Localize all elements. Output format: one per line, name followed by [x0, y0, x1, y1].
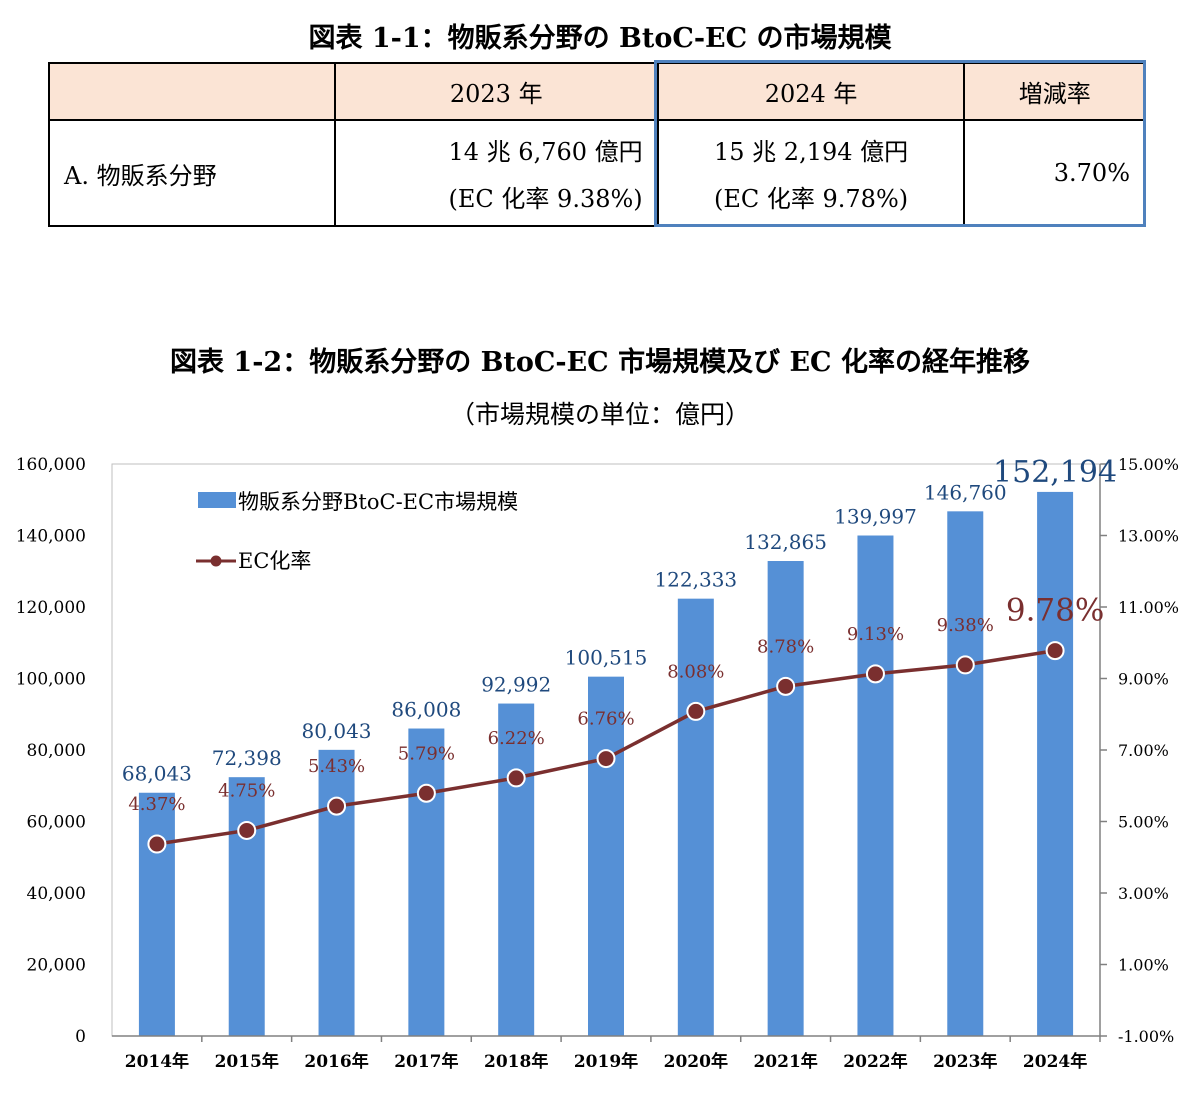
cell-2024: 15 兆 2,194 億円 (EC 化率 9.78%) [656, 119, 966, 227]
row-label: A. 物販系分野 [48, 119, 336, 227]
chart-title: 図表 1-2：物販系分野の BtoC-EC 市場規模及び EC 化率の経年推移 [170, 347, 1030, 378]
x-axis-tick-label: 2018年 [484, 1051, 548, 1072]
right-axis-tick-label: 1.00% [1118, 956, 1169, 975]
left-axis-tick-label: 140,000 [16, 527, 86, 547]
bar-2017年 [408, 728, 445, 1036]
legend-line-label: EC化率 [238, 549, 311, 573]
x-axis-tick-label: 2014年 [125, 1051, 189, 1072]
bar-2014年 [138, 792, 175, 1036]
ec-rate-label: 8.08% [667, 661, 724, 682]
right-axis-tick-label: 13.00% [1118, 527, 1179, 546]
ec-rate-label: 5.79% [398, 743, 455, 764]
right-axis-tick-label: -1.00% [1118, 1027, 1174, 1046]
ec-rate-label: 8.78% [757, 636, 814, 657]
x-axis-tick-label: 2017年 [394, 1051, 458, 1072]
ec-rate-point [237, 820, 257, 840]
ec-market-chart: 0 20,000 40,000 60,000 80,000 100,000 120,000 1… [16, 455, 1179, 1072]
ec-rate-2023: (EC 化率 9.38%) [448, 185, 643, 213]
bar-2022年 [857, 535, 894, 1036]
bar-value-label: 92,992 [481, 673, 551, 697]
ec-rate-point [1045, 641, 1065, 661]
ec-rate-point [776, 676, 796, 696]
legend-bar-swatch [198, 492, 236, 508]
bar-value-label: 152,194 [993, 455, 1117, 490]
x-axis-tick-label: 2021年 [753, 1051, 817, 1072]
legend-bar-label: 物販系分野BtoC-EC市場規模 [238, 490, 518, 514]
x-axis-tick-label: 2023年 [933, 1051, 997, 1072]
table-header-row: 2023 年 2024 年 増減率 [48, 62, 1146, 121]
ec-rate-label: 4.75% [218, 780, 275, 801]
bar-value-label: 68,043 [122, 762, 192, 786]
ec-rate-point [686, 701, 706, 721]
x-axis-tick-label: 2024年 [1023, 1051, 1087, 1072]
bar-2016年 [318, 749, 355, 1036]
left-axis-tick-label: 120,000 [16, 598, 86, 618]
bar-value-label: 122,333 [654, 568, 737, 592]
ec-rate-point [596, 749, 616, 769]
bar-value-label: 86,008 [391, 698, 461, 722]
left-axis-tick-label: 20,000 [27, 956, 86, 976]
bar-value-label: 100,515 [565, 646, 648, 670]
amount-2023: 14 兆 6,760 億円 [448, 138, 643, 166]
market-size-table: 2023 年 2024 年 増減率 A. 物販系分野 14 兆 6,760 億円… [48, 62, 1146, 227]
change-rate-value: 3.70% [963, 119, 1146, 227]
ec-rate-point [955, 655, 975, 675]
ec-rate-label: 5.43% [308, 756, 365, 777]
right-axis-tick-label: 11.00% [1118, 598, 1179, 617]
ec-rate-label: 9.78% [1006, 593, 1104, 629]
legend-line-marker [210, 555, 222, 567]
ec-rate-point [147, 834, 167, 854]
bar-value-label: 139,997 [834, 505, 917, 529]
ec-rate-point [506, 768, 526, 788]
x-axis-tick-label: 2016年 [304, 1051, 368, 1072]
chart-subtitle: （市場規模の単位：億円） [449, 400, 750, 429]
right-axis-tick-label: 3.00% [1118, 884, 1169, 903]
x-axis-tick-label: 2015年 [215, 1051, 279, 1072]
amount-2024: 15 兆 2,194 億円 [714, 138, 909, 166]
x-axis-tick-label: 2022年 [843, 1051, 907, 1072]
right-axis-tick-label: 15.00% [1118, 455, 1179, 474]
right-axis-tick-label: 9.00% [1118, 670, 1169, 689]
bar-value-label: 146,760 [924, 480, 1007, 504]
bar-2024年 [1037, 491, 1074, 1036]
ec-rate-2024: (EC 化率 9.78%) [714, 185, 909, 213]
ec-rate-label: 9.13% [847, 624, 904, 645]
cell-2023: 14 兆 6,760 億円 (EC 化率 9.38%) [333, 119, 659, 227]
left-axis-tick-label: 160,000 [16, 455, 86, 475]
bar-2020年 [677, 598, 714, 1036]
bar-value-label: 80,043 [302, 719, 372, 743]
table1-title: 図表 1-1：物販系分野の BtoC-EC の市場規模 [308, 23, 892, 54]
bar-2021年 [767, 561, 804, 1036]
bar-value-label: 132,865 [744, 530, 827, 554]
x-axis-tick-label: 2020年 [664, 1051, 728, 1072]
ec-rate-point [327, 796, 347, 816]
right-axis-tick-label: 5.00% [1118, 813, 1169, 832]
ec-rate-point [865, 664, 885, 684]
left-axis-tick-label: 40,000 [27, 884, 86, 904]
bar-2015年 [228, 777, 265, 1036]
left-axis-tick-label: 80,000 [27, 741, 86, 761]
left-axis-tick-label: 0 [75, 1027, 86, 1047]
header-empty-cell [48, 62, 336, 121]
bar-2023年 [947, 511, 984, 1036]
left-axis-tick-label: 60,000 [27, 813, 86, 833]
right-axis-tick-label: 7.00% [1118, 741, 1169, 760]
header-change-rate: 増減率 [963, 62, 1146, 121]
ec-rate-label: 6.76% [577, 709, 634, 730]
header-2023: 2023 年 [333, 62, 659, 121]
ec-rate-point [416, 783, 436, 803]
bar-value-label: 72,398 [212, 746, 282, 770]
left-axis-tick-label: 100,000 [16, 670, 86, 690]
header-2024: 2024 年 [656, 62, 966, 121]
ec-rate-label: 4.37% [128, 794, 185, 815]
ec-rate-label: 6.22% [488, 728, 545, 749]
bar-2019年 [588, 676, 624, 1036]
x-axis-tick-label: 2019年 [574, 1051, 638, 1072]
ec-rate-label: 9.38% [937, 615, 994, 636]
table-row: A. 物販系分野 14 兆 6,760 億円 (EC 化率 9.38%) 15 … [48, 119, 1146, 227]
bar-2018年 [498, 703, 535, 1036]
